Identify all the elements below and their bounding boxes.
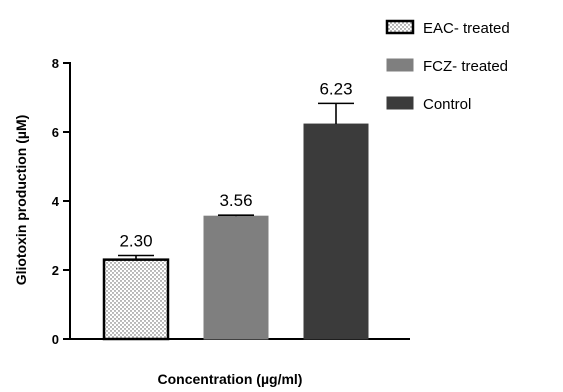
data-label-0: 2.30 — [119, 232, 152, 251]
bar-0 — [102, 258, 170, 341]
bar-1 — [203, 215, 269, 340]
y-tick-label-3: 6 — [52, 125, 59, 140]
legend-label-2: Control — [423, 96, 471, 113]
y-tick-label-0: 0 — [52, 332, 59, 347]
data-label-1: 3.56 — [219, 191, 252, 210]
legend-label-1: FCZ- treated — [423, 58, 508, 75]
plot-area: 0 2 4 6 8 2.30 3.56 6.23 — [52, 56, 410, 347]
legend-label-0: EAC- treated — [423, 20, 510, 37]
x-axis-title: Concentration (µg/ml) — [158, 371, 303, 387]
data-label-2: 6.23 — [319, 79, 352, 98]
y-axis-title: Gliotoxin production (µM) — [13, 115, 29, 286]
legend-swatch-1 — [386, 58, 414, 72]
y-tick-label-2: 4 — [52, 194, 60, 209]
legend: EAC- treated FCZ- treated Control — [385, 19, 510, 113]
y-tick-label-4: 8 — [52, 56, 59, 71]
bar-2 — [303, 123, 369, 340]
legend-swatch-0 — [385, 19, 415, 35]
y-tick-label-1: 2 — [52, 263, 59, 278]
legend-swatch-2 — [386, 96, 414, 110]
